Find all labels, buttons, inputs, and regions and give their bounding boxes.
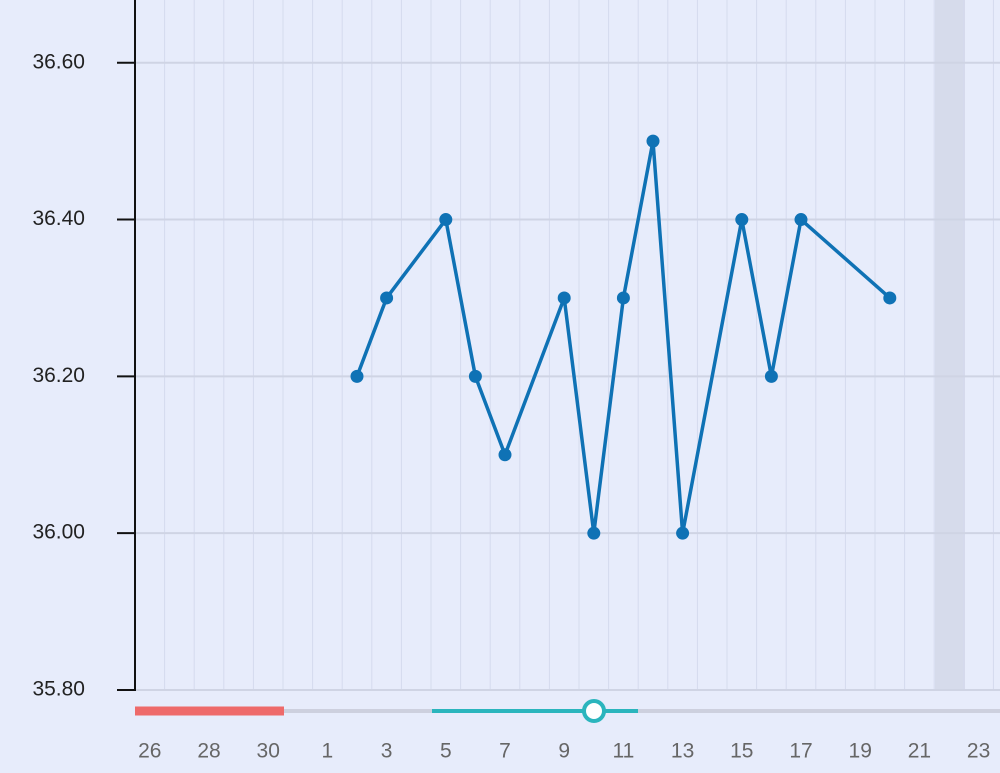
temperature-point	[498, 448, 512, 462]
x-tick-label: 13	[671, 740, 694, 763]
temperature-point	[557, 291, 571, 305]
temperature-point	[883, 291, 897, 305]
ovulation-marker	[582, 699, 606, 723]
x-tick-label: 7	[499, 740, 511, 763]
temperature-point	[587, 526, 601, 540]
temperature-point	[380, 291, 394, 305]
x-tick-label: 9	[558, 740, 570, 763]
x-tick-label: 21	[908, 740, 931, 763]
x-tick-label: 28	[197, 740, 220, 763]
y-tick-label: 36.40	[32, 207, 85, 230]
temperature-point	[468, 369, 482, 383]
y-tick-label: 36.00	[32, 521, 85, 544]
temperature-point	[676, 526, 690, 540]
temperature-point	[350, 369, 364, 383]
x-tick-label: 11	[612, 740, 634, 763]
temperature-point	[794, 213, 808, 227]
temperature-line	[355, 139, 891, 535]
y-tick-label: 36.20	[32, 364, 85, 387]
x-tick-label: 3	[381, 740, 393, 763]
x-tick-label: 15	[730, 740, 753, 763]
x-tick-label: 19	[849, 740, 872, 763]
grid	[135, 0, 1000, 691]
temperature-point	[616, 291, 630, 305]
x-tick-label: 1	[322, 740, 334, 763]
y-tick-label: 35.80	[32, 678, 85, 701]
temperature-point	[646, 134, 660, 148]
temperature-point	[439, 213, 453, 227]
today-column	[935, 0, 965, 690]
y-tick-label: 36.60	[32, 50, 85, 73]
temperature-point	[735, 213, 749, 227]
x-tick-label: 26	[138, 740, 161, 763]
x-tick-label: 17	[789, 740, 812, 763]
temperature-point	[764, 369, 778, 383]
x-tick-label: 23	[967, 740, 990, 763]
x-tick-label: 5	[440, 740, 452, 763]
x-tick-label: 30	[257, 740, 280, 763]
